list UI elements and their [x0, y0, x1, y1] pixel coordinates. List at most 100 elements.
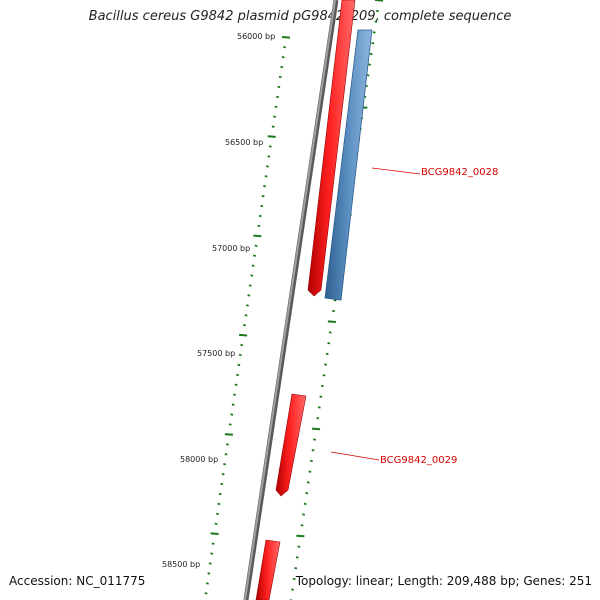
gene-label-text-0028: BCG9842_0028 — [421, 167, 498, 178]
ruler-minor-tick — [221, 473, 225, 476]
ruler-minor-tick — [215, 512, 219, 516]
ruler-minor-tick — [303, 502, 307, 506]
ruler-minor-tick — [280, 65, 284, 69]
ruler-minor-tick — [295, 556, 299, 559]
gene-label-0028[interactable]: BCG9842_0028 — [371, 167, 498, 178]
ruler-minor-tick — [217, 502, 221, 506]
ruler-minor-tick — [214, 522, 218, 525]
ruler-minor-tick — [250, 274, 254, 277]
ruler-minor-tick — [247, 294, 251, 297]
ruler-minor-tick — [244, 314, 248, 317]
ruler-minor-tick — [204, 592, 208, 595]
ruler-minor-tick — [211, 542, 215, 545]
ruler-minor-tick — [368, 63, 372, 66]
ruler-minor-tick — [218, 492, 222, 496]
bp-label-56000: 56000 bp — [237, 32, 275, 41]
ruler-minor-tick — [302, 513, 306, 516]
bp-label-58500: 58500 bp — [162, 560, 200, 569]
gene-label-0029[interactable]: BCG9842_0029 — [330, 451, 457, 466]
ruler-major-tick — [281, 36, 291, 39]
bp-ruler-left — [204, 36, 291, 595]
bp-label-58000: 58000 bp — [180, 455, 218, 464]
ruler-minor-tick — [245, 304, 249, 307]
ruler-minor-tick — [210, 552, 214, 555]
ruler-minor-tick — [228, 423, 232, 426]
ruler-minor-tick — [265, 165, 269, 168]
ruler-minor-tick — [316, 417, 320, 420]
bp-label-56500: 56500 bp — [225, 138, 263, 147]
ruler-minor-tick — [271, 125, 275, 128]
ruler-minor-tick — [208, 562, 212, 565]
ruler-minor-tick — [277, 85, 281, 89]
ruler-minor-tick — [257, 224, 261, 228]
ruler-minor-tick — [258, 214, 262, 218]
ruler-minor-tick — [283, 46, 287, 49]
ruler-minor-tick — [331, 309, 335, 313]
ruler-minor-tick — [254, 244, 258, 247]
ruler-minor-tick — [324, 363, 328, 366]
ruler-major-tick — [327, 320, 336, 323]
ruler-minor-tick — [328, 331, 332, 334]
ruler-minor-tick — [264, 175, 268, 178]
ruler-minor-tick — [311, 449, 315, 452]
ruler-major-tick — [312, 427, 321, 431]
ruler-major-tick — [210, 532, 219, 535]
ruler-minor-tick — [261, 195, 265, 198]
ruler-minor-tick — [267, 155, 271, 158]
ruler-minor-tick — [253, 254, 257, 257]
ruler-major-tick — [267, 135, 276, 138]
bp-scale-labels: 56000 bp 56500 bp 57000 bp 57500 bp 5800… — [162, 32, 275, 569]
gene-red-downstream[interactable] — [255, 539, 281, 600]
ruler-minor-tick — [369, 52, 373, 56]
gene-label-text-0029: BCG9842_0029 — [380, 455, 457, 466]
ruler-minor-tick — [322, 374, 326, 377]
ruler-minor-tick — [220, 482, 224, 486]
ruler-minor-tick — [327, 342, 331, 345]
ruler-minor-tick — [278, 75, 282, 79]
bp-label-57000: 57000 bp — [212, 244, 250, 253]
sequence-backbone — [243, 0, 339, 600]
ruler-minor-tick — [263, 185, 267, 188]
ruler-minor-tick — [273, 115, 277, 118]
ruler-minor-tick — [238, 353, 242, 357]
ruler-minor-tick — [233, 393, 237, 396]
ruler-minor-tick — [325, 352, 329, 356]
ruler-minor-tick — [294, 567, 298, 570]
ruler-minor-tick — [231, 403, 235, 406]
ruler-major-tick — [296, 534, 305, 538]
ruler-minor-tick — [251, 264, 255, 267]
ruler-minor-tick — [207, 572, 211, 575]
ruler-major-tick — [253, 234, 262, 238]
ruler-minor-tick — [248, 284, 252, 287]
gene-red-upstream[interactable] — [307, 0, 356, 297]
ruler-minor-tick — [375, 9, 379, 13]
ruler-minor-tick — [235, 373, 239, 377]
ruler-minor-tick — [260, 204, 264, 208]
map-title: Bacillus cereus G9842 plasmid pG9842_209… — [88, 9, 512, 24]
ruler-minor-tick — [372, 31, 376, 34]
accession-info: Accession: NC_011775 — [9, 574, 146, 588]
ruler-major-tick — [374, 0, 384, 2]
ruler-minor-tick — [319, 395, 323, 398]
gene-bcg9842-0028[interactable] — [324, 29, 373, 301]
ruler-minor-tick — [275, 95, 279, 99]
ruler-minor-tick — [297, 545, 301, 548]
ruler-minor-tick — [281, 56, 285, 59]
ruler-major-tick — [239, 333, 248, 337]
ruler-minor-tick — [268, 145, 272, 148]
ruler-minor-tick — [374, 20, 378, 23]
ruler-minor-tick — [306, 481, 310, 484]
gene-bcg9842-0029[interactable] — [275, 393, 307, 497]
ruler-minor-tick — [234, 383, 238, 386]
ruler-minor-tick — [224, 453, 228, 456]
ruler-minor-tick — [205, 582, 209, 585]
bp-label-57500: 57500 bp — [197, 349, 235, 358]
ruler-minor-tick — [333, 299, 337, 302]
ruler-minor-tick — [313, 438, 317, 441]
ruler-minor-tick — [292, 577, 296, 581]
ruler-minor-tick — [300, 524, 304, 527]
ruler-minor-tick — [317, 406, 321, 409]
ruler-minor-tick — [243, 324, 247, 327]
